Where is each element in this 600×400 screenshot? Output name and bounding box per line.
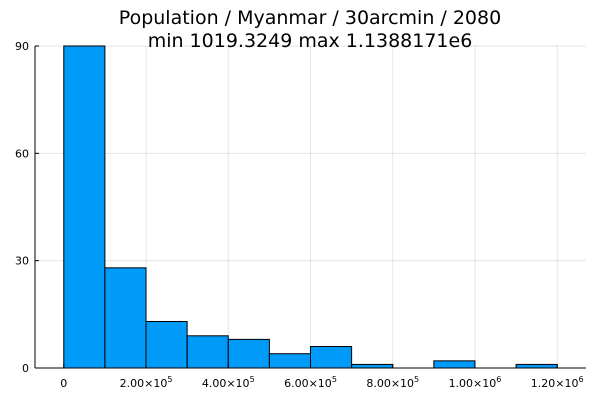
chart-title: Population / Myanmar / 30arcmin / 2080 xyxy=(119,7,501,29)
histogram-bar xyxy=(104,267,147,369)
histogram-bars xyxy=(63,45,558,369)
x-tick-labels: 0 2.00×105 4.00×105 6.00×105 8.00×105 1.00×10… xyxy=(60,375,583,390)
histogram-bar xyxy=(433,360,476,369)
histogram-bar xyxy=(515,363,558,369)
grid-lines xyxy=(35,45,586,369)
histogram-bar xyxy=(63,45,106,369)
y-tick-label: 60 xyxy=(15,147,29,160)
x-tick-label: 1.00×106 xyxy=(449,375,502,390)
y-tick-label: 30 xyxy=(15,255,29,268)
histogram-bar xyxy=(145,320,188,369)
x-tick-label: 0 xyxy=(60,377,67,390)
y-tick-label: 0 xyxy=(22,362,29,375)
x-tick-label: 2.00×105 xyxy=(120,375,173,390)
x-tick-label: 4.00×105 xyxy=(202,375,255,390)
y-tick-label: 90 xyxy=(15,40,29,53)
chart-subtitle: min 1019.3249 max 1.1388171e6 xyxy=(148,30,473,52)
histogram-bar xyxy=(186,335,229,369)
x-tick-label: 8.00×105 xyxy=(366,375,419,390)
x-tick-label: 6.00×105 xyxy=(284,375,337,390)
histogram-bar xyxy=(351,363,394,369)
axes xyxy=(34,45,586,369)
x-tick-label: 1.20×106 xyxy=(531,375,584,390)
histogram-bar xyxy=(268,353,311,369)
histogram-bar xyxy=(310,346,353,369)
histogram-bar xyxy=(227,338,270,369)
y-tick-labels: 0 30 60 90 xyxy=(15,40,29,375)
